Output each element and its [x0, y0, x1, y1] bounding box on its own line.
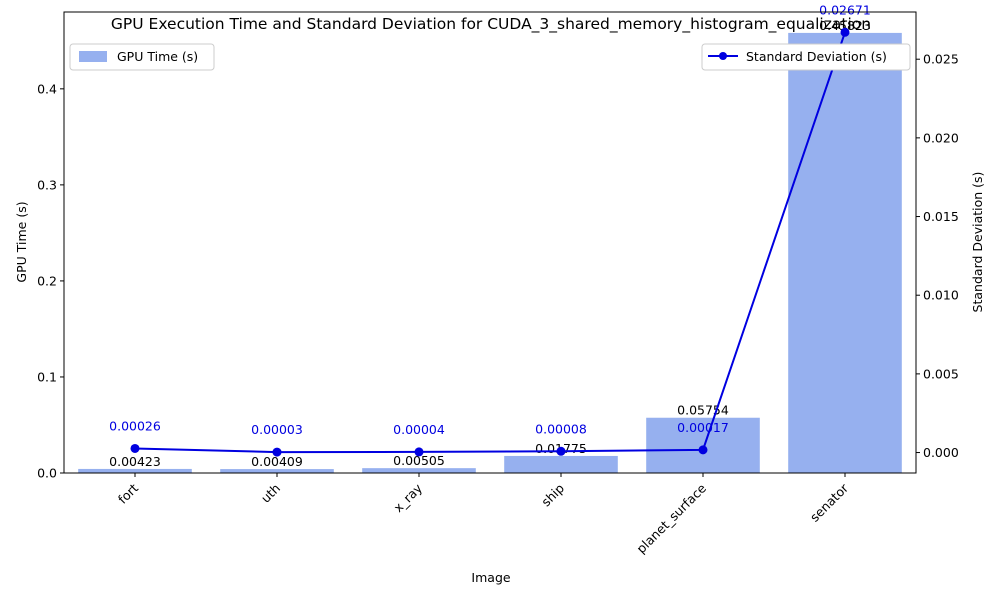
- bar-legend-box: [69, 43, 215, 71]
- y2-tick-label: 0.005: [923, 366, 959, 381]
- y-tick-label: 0.1: [37, 369, 57, 384]
- plot-frame: [63, 11, 917, 474]
- line-layer: [130, 27, 850, 457]
- x-tick-label: x_ray: [391, 480, 426, 515]
- line-labels-layer: 0.00026 0.00003 0.00004 0.00008 0.00017 0.026…: [109, 2, 871, 437]
- std-dev-value-label: 0.00003: [251, 422, 303, 437]
- std-dev-marker-planet_surface: [698, 445, 708, 455]
- bar-value-label: 0.45823: [819, 18, 871, 33]
- y2-axis-label: Standard Deviation (s): [970, 172, 985, 313]
- std-dev-value-label: 0.00004: [393, 422, 445, 437]
- x-tick-label: senator: [807, 480, 852, 525]
- y-tick-label: 0.4: [37, 81, 57, 96]
- y2-tick-label: 0.020: [923, 130, 959, 145]
- x-tick-label: ship: [538, 480, 567, 509]
- line-legend-box: [701, 43, 911, 71]
- x-tick-label: planet_surface: [633, 480, 709, 556]
- x-axis: fort uth x_ray ship planet_surface senator: [115, 473, 852, 556]
- std-dev-value-label: 0.00017: [677, 420, 729, 435]
- line-legend-label: Standard Deviation (s): [746, 49, 887, 64]
- x-tick-label: uth: [258, 481, 283, 506]
- bar-labels-layer: 0.004230.004090.005050.017750.057540.458…: [109, 18, 871, 469]
- bar-legend-label: GPU Time (s): [117, 49, 198, 64]
- y-tick-label: 0.2: [37, 273, 57, 288]
- std-dev-marker-ship: [556, 446, 566, 456]
- line-legend-swatch-marker: [719, 52, 727, 60]
- x-tick-label: fort: [115, 480, 141, 506]
- bars-layer: [78, 32, 902, 474]
- std-dev-line: [134, 31, 846, 454]
- y-tick-label: 0.0: [37, 466, 57, 481]
- std-dev-marker-x_ray: [414, 447, 424, 457]
- bar-x_ray: [362, 468, 476, 473]
- y-tick-label: 0.3: [37, 177, 57, 192]
- bar-fort: [78, 468, 192, 473]
- bar-ship: [504, 455, 618, 473]
- y-axis-right: 0.000 0.005 0.010 0.015 0.020 0.025: [916, 52, 959, 460]
- y2-tick-label: 0.010: [923, 288, 959, 303]
- y-axis-left: 0.0 0.1 0.2 0.3 0.4: [37, 81, 64, 481]
- x-axis-label: Image: [471, 570, 510, 585]
- y-axis-label: GPU Time (s): [14, 201, 29, 282]
- y2-tick-label: 0.015: [923, 209, 959, 224]
- std-dev-marker-senator: [840, 27, 850, 37]
- bar-value-label: 0.00505: [393, 453, 445, 468]
- bar-value-label: 0.00423: [109, 454, 161, 469]
- y2-tick-label: 0.025: [923, 52, 959, 67]
- std-dev-marker-fort: [130, 443, 140, 453]
- bar-uth: [220, 469, 334, 473]
- y2-tick-label: 0.000: [923, 445, 959, 460]
- bar-legend: GPU Time (s): [69, 43, 215, 71]
- std-dev-value-label: 0.02671: [819, 2, 871, 17]
- bar-legend-swatch: [79, 51, 107, 62]
- bar-planet_surface: [646, 417, 760, 473]
- bar-value-label: 0.05754: [677, 403, 729, 418]
- bar-senator: [788, 32, 902, 474]
- chart-title: GPU Execution Time and Standard Deviatio…: [111, 15, 871, 34]
- bar-value-label: 0.00409: [251, 454, 303, 469]
- std-dev-value-label: 0.00026: [109, 418, 161, 433]
- line-legend: Standard Deviation (s): [701, 43, 911, 71]
- std-dev-value-label: 0.00008: [535, 421, 587, 436]
- std-dev-marker-uth: [272, 447, 282, 457]
